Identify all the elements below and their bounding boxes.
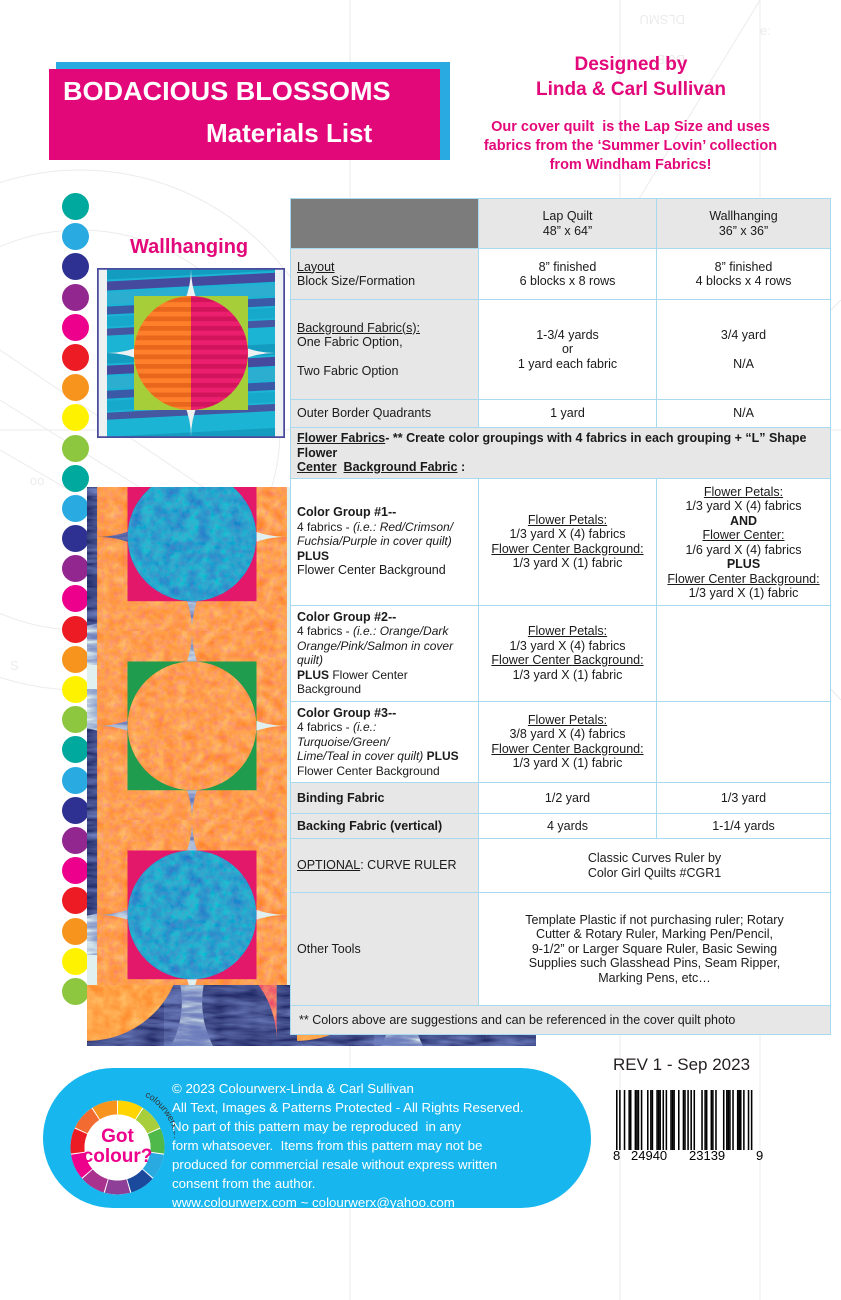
- svg-text:24940: 24940: [631, 1148, 667, 1163]
- svg-text:colour?: colour?: [83, 1146, 153, 1167]
- svg-text:9: 9: [756, 1148, 763, 1163]
- svg-text:e:: e:: [760, 23, 771, 38]
- svg-text:Got: Got: [101, 1126, 134, 1147]
- svg-text:S: S: [10, 658, 19, 673]
- svg-text:8: 8: [613, 1148, 620, 1163]
- svg-text:23139: 23139: [689, 1148, 725, 1163]
- svg-text:DLSMU: DLSMU: [639, 12, 685, 27]
- svg-text:oo: oo: [30, 473, 44, 488]
